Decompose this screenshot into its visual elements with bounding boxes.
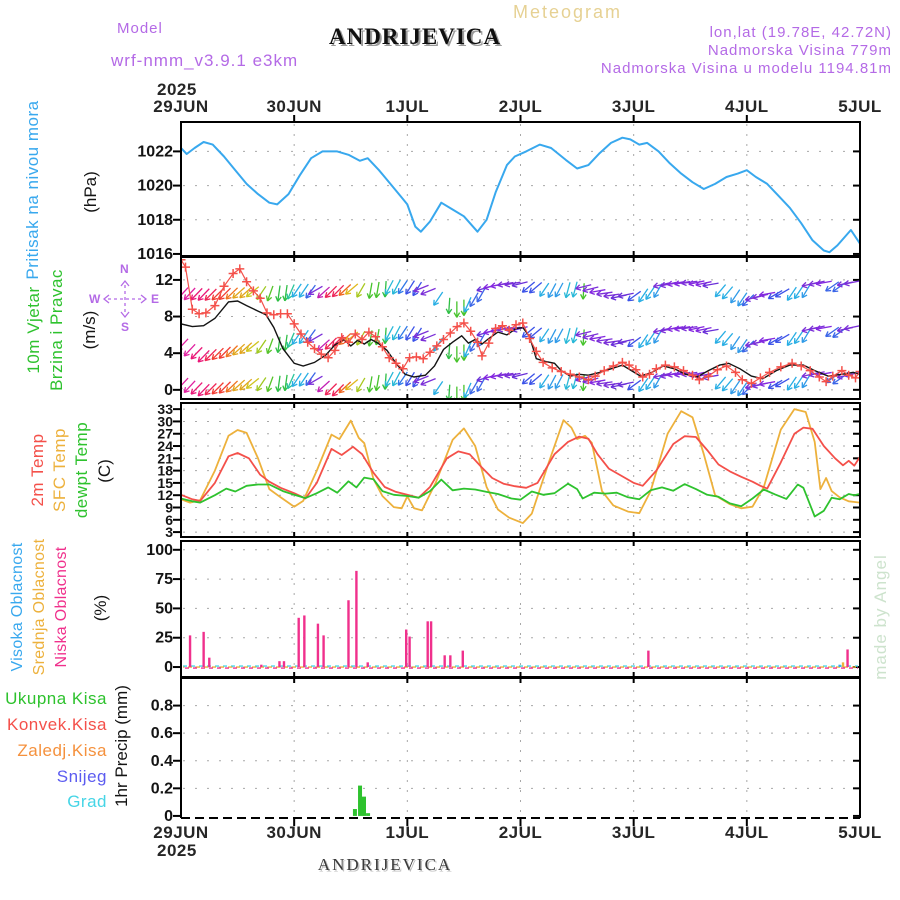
svg-text:3JUL: 3JUL [612, 97, 656, 116]
svg-text:0.6: 0.6 [151, 725, 173, 742]
legend-konvek-kisa: Konvek.Kisa [7, 715, 107, 734]
svg-text:0: 0 [164, 382, 173, 399]
compass-cross-icon [102, 279, 148, 319]
dewpoint-temp-line [182, 476, 859, 518]
svg-text:100: 100 [146, 542, 173, 559]
svg-text:27: 27 [157, 426, 173, 442]
compass-south-label: S [121, 320, 130, 334]
wind-speed-line [182, 300, 859, 380]
svg-text:4JUL: 4JUL [725, 823, 769, 842]
elevation-label: Nadmorska Visina 779m [707, 42, 892, 59]
svg-text:12: 12 [157, 487, 173, 503]
svg-text:29JUN: 29JUN [153, 97, 208, 116]
svg-text:0.2: 0.2 [151, 780, 173, 797]
legend-snijeg: Snijeg [56, 767, 107, 786]
svg-text:0.4: 0.4 [151, 753, 173, 770]
svg-text:3JUL: 3JUL [612, 823, 656, 842]
svg-text:2025: 2025 [157, 80, 197, 99]
svg-text:1018: 1018 [137, 212, 173, 229]
svg-text:4: 4 [164, 345, 173, 362]
lonlat-label: lon,lat (19.78E, 42.72N) [709, 24, 892, 41]
svg-text:21: 21 [157, 450, 173, 466]
svg-text:4JUL: 4JUL [725, 97, 769, 116]
panel-precip: 0 0.2 0.4 0.6 0.8 [151, 677, 861, 826]
svg-text:33: 33 [157, 401, 173, 417]
legend-zaledj-kisa: Zaledj.Kisa [17, 741, 107, 760]
pressure-line [182, 136, 859, 254]
compass-north-label: N [120, 262, 129, 276]
panel-cloud: 0 25 50 75 100 [146, 540, 861, 678]
temp-2m-line [182, 426, 859, 502]
svg-text:8: 8 [164, 309, 173, 326]
svg-text:3: 3 [165, 524, 173, 540]
svg-text:6: 6 [165, 512, 173, 528]
svg-text:25: 25 [155, 630, 173, 647]
model-elevation-label: Nadmorska Visina u modelu 1194.81m [600, 60, 892, 77]
svg-text:30JUN: 30JUN [266, 823, 321, 842]
svg-text:24: 24 [157, 438, 173, 454]
compass-east-label: E [151, 292, 160, 306]
svg-text:30: 30 [157, 413, 173, 429]
svg-text:12: 12 [155, 272, 173, 289]
svg-text:2025: 2025 [157, 841, 197, 860]
wind-gust-line [182, 260, 859, 385]
svg-text:15: 15 [157, 475, 173, 491]
wind-compass: N E S W [88, 262, 162, 336]
legend-ukupna-kisa: Ukupna Kisa [5, 689, 107, 708]
svg-text:0: 0 [164, 808, 173, 825]
svg-text:1022: 1022 [137, 143, 173, 160]
svg-text:2JUL: 2JUL [499, 97, 543, 116]
model-name: wrf-nmm_v3.9.1 e3km [111, 51, 299, 70]
svg-text:1JUL: 1JUL [386, 823, 430, 842]
legend-grad: Grad [67, 792, 107, 811]
svg-text:18: 18 [157, 463, 173, 479]
svg-text:75: 75 [155, 571, 173, 588]
meteogram-watermark-title: Meteogram [513, 2, 623, 22]
panel-pressure: 1016 1018 1020 1022 [137, 115, 861, 263]
panel-wind: 0 4 8 12 [155, 256, 861, 400]
svg-text:1016: 1016 [137, 246, 173, 263]
svg-text:9: 9 [165, 499, 173, 515]
compass-west-label: W [89, 292, 101, 306]
svg-text:0: 0 [164, 659, 173, 676]
footer-station-label: ANDRIJEVICA [317, 855, 453, 874]
svg-text:5JUL: 5JUL [838, 823, 882, 842]
svg-text:50: 50 [155, 600, 173, 617]
svg-text:30JUN: 30JUN [266, 97, 321, 116]
svg-text:5JUL: 5JUL [838, 97, 882, 116]
svg-text:1020: 1020 [137, 178, 173, 195]
svg-text:2JUL: 2JUL [499, 823, 543, 842]
sfc-temp-line [182, 408, 859, 524]
svg-text:29JUN: 29JUN [153, 823, 208, 842]
station-title: ANDRIJEVICA [328, 24, 502, 49]
svg-text:1JUL: 1JUL [386, 97, 430, 116]
svg-text:0.8: 0.8 [151, 698, 173, 715]
model-label: Model [117, 20, 163, 37]
